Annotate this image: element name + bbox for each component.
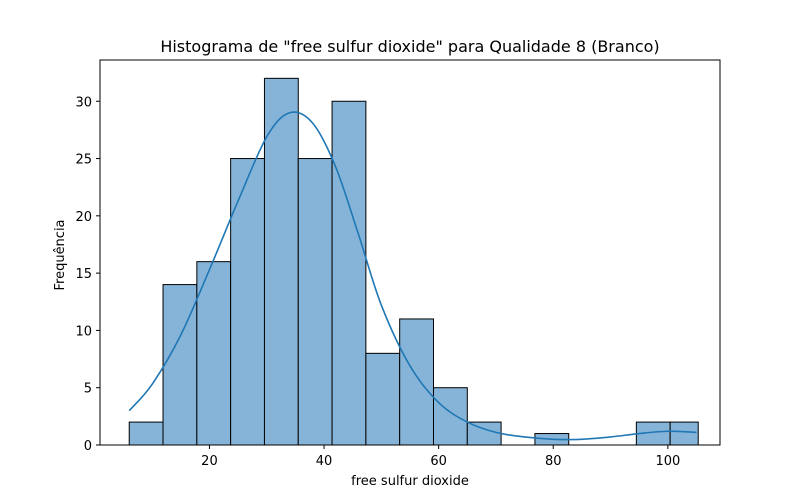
histogram-bar <box>128 421 164 446</box>
x-tick-label: 40 <box>316 454 333 469</box>
x-tick-label: 100 <box>655 454 680 469</box>
histogram-bar <box>669 421 699 446</box>
histogram-bar <box>230 158 265 446</box>
histogram-bar <box>162 284 198 446</box>
x-tick-label: 20 <box>201 454 218 469</box>
y-axis: 0 5 10 15 20 25 30 <box>75 95 100 454</box>
x-tick-label: 80 <box>545 454 562 469</box>
y-axis-title: Frequência <box>53 219 68 290</box>
histogram-bars <box>128 77 699 446</box>
x-axis: 20 40 60 80 100 <box>201 445 680 469</box>
histogram-bar <box>297 158 333 446</box>
y-tick-label: 5 <box>84 382 92 397</box>
kde-curve <box>128 111 697 441</box>
histogram-bar <box>196 261 232 446</box>
y-tick-label: 15 <box>75 267 92 282</box>
y-tick-label: 0 <box>84 439 92 454</box>
y-tick-label: 25 <box>75 153 92 168</box>
histogram-bar <box>466 421 502 446</box>
histogram-bar <box>432 387 468 446</box>
histogram-bar <box>399 318 434 446</box>
histogram-bar <box>263 77 299 446</box>
y-tick-label: 10 <box>75 324 92 339</box>
x-tick-label: 60 <box>430 454 447 469</box>
plot-area-frame <box>99 59 721 446</box>
histogram-bar <box>365 352 401 446</box>
histogram-bar <box>331 100 367 446</box>
y-tick-label: 30 <box>75 95 92 110</box>
chart-title: Histograma de "free sulfur dioxide" para… <box>160 37 659 56</box>
kde-layer <box>128 111 697 441</box>
x-axis-title: free sulfur dioxide <box>351 474 469 489</box>
y-tick-label: 20 <box>75 210 92 225</box>
